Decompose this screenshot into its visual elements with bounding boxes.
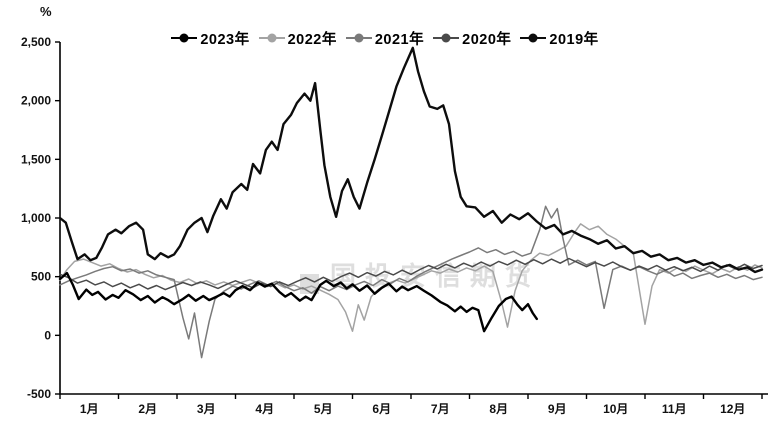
legend-marker-icon	[520, 33, 547, 43]
legend-item-2021年: 2021年	[345, 28, 425, 49]
x-axis-month-label: 4月	[255, 402, 274, 416]
legend-label: 2021年	[374, 31, 425, 48]
legend-item-2019年: 2019年	[520, 28, 598, 49]
legend-marker-icon	[258, 33, 285, 43]
legend-label: 2023年	[200, 31, 250, 48]
legend-marker-icon	[345, 33, 372, 43]
x-axis-month-label: 12月	[720, 402, 745, 416]
x-axis-month-label: 9月	[548, 402, 567, 416]
legend-label: 2020年	[462, 31, 512, 48]
x-axis-month-label: 6月	[372, 402, 391, 416]
y-axis-tick-label: 1,500	[21, 152, 51, 166]
y-axis-tick-label: 0	[44, 328, 51, 342]
y-axis-tick-label: 500	[31, 270, 51, 284]
x-axis-month-label: 3月	[197, 402, 216, 416]
x-axis-month-label: 7月	[431, 402, 450, 416]
y-axis-tick-label: 2,000	[21, 94, 51, 108]
legend-label: 2022年	[287, 31, 337, 48]
series-line-2020年	[59, 257, 763, 291]
x-axis-month-label: 8月	[489, 402, 508, 416]
y-axis-unit-label: %	[40, 4, 52, 19]
legend-marker-icon	[433, 33, 460, 43]
legend-marker-icon	[171, 33, 198, 43]
y-axis-tick-label: 1,000	[21, 211, 51, 225]
x-axis-month-label: 11月	[662, 402, 687, 416]
series-line-2019年	[58, 46, 764, 274]
legend-label: 2019年	[549, 31, 599, 48]
y-axis-tick-label: -500	[27, 387, 51, 401]
x-axis-month-label: 10月	[603, 402, 628, 416]
x-axis-month-label: 5月	[314, 402, 333, 416]
x-axis-month-label: 1月	[80, 402, 99, 416]
legend-item-2023年: 2023年	[171, 28, 249, 49]
series-line-2023年	[58, 271, 538, 333]
x-axis-month-label: 2月	[138, 402, 157, 416]
legend-item-2022年: 2022年	[258, 28, 337, 49]
legend-item-2020年: 2020年	[433, 28, 511, 49]
chart-legend: 2023年 2022年 2021年 2020年 2019年	[0, 27, 770, 49]
y-axis-tick-label: 2,500	[21, 35, 51, 49]
axes-lines	[59, 42, 768, 395]
